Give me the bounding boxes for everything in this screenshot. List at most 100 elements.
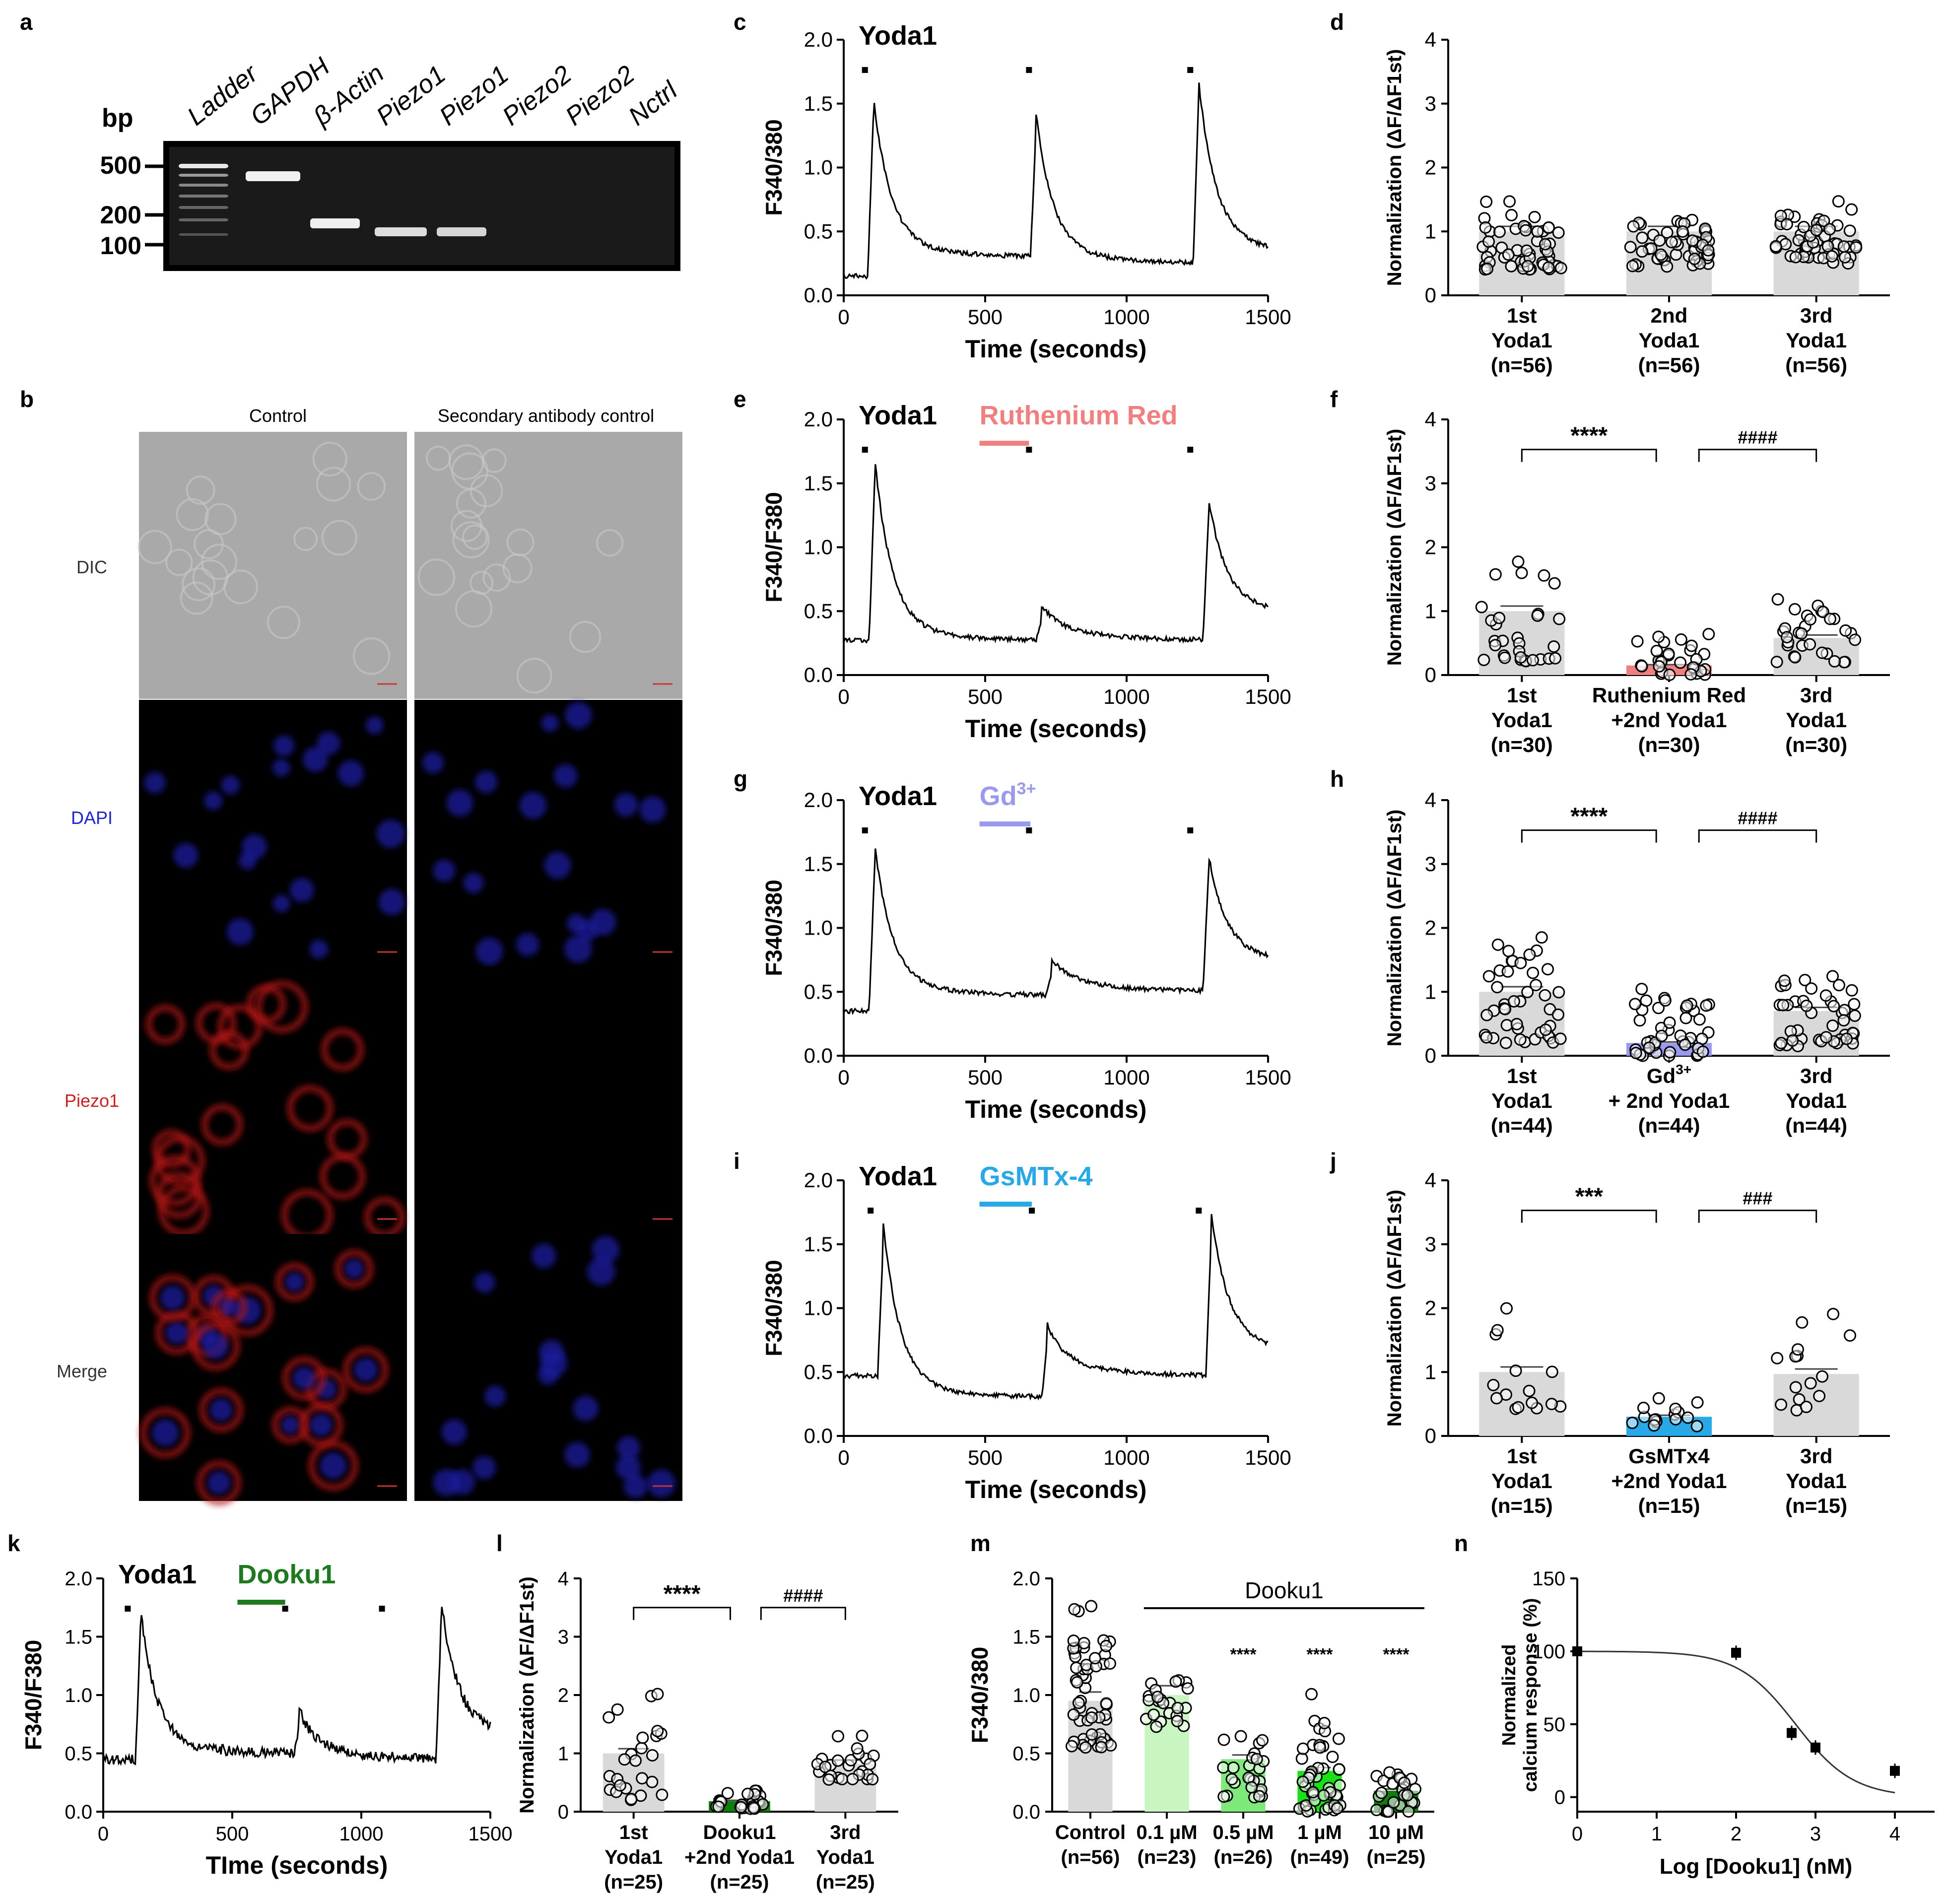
x-tick-label: 0	[1572, 1823, 1583, 1845]
dic-cell	[223, 569, 258, 605]
row-merge: Merge	[57, 1361, 107, 1381]
piezo1-stain	[139, 1407, 191, 1459]
piezo1-stain	[342, 1347, 389, 1393]
dic-cell	[452, 521, 490, 558]
category-label: 3rd	[1800, 1064, 1832, 1088]
dic-cell	[569, 620, 602, 653]
data-point	[1542, 221, 1555, 234]
panel-letter-c: c	[734, 9, 746, 35]
data-point	[1539, 1023, 1552, 1036]
dic-cell	[470, 571, 494, 595]
data-point	[1402, 1805, 1415, 1818]
nucleus	[207, 1471, 231, 1495]
data-point	[856, 1729, 869, 1742]
data-point	[1493, 225, 1506, 238]
piezo1-stain	[191, 1321, 241, 1371]
data-point	[1775, 1036, 1788, 1049]
x-tick-label: 0	[838, 1066, 849, 1089]
nucleus	[566, 913, 587, 934]
y-tick-label: 0.0	[804, 663, 833, 686]
data-point	[1679, 1012, 1692, 1024]
category-label: 1st	[1507, 304, 1537, 327]
data-point	[1648, 1419, 1661, 1432]
nucleus	[209, 1398, 233, 1422]
dic-cell	[201, 544, 238, 580]
data-point	[1480, 195, 1493, 208]
data-point	[831, 1754, 844, 1767]
category-label: Ruthenium Red	[1592, 683, 1746, 707]
y-tick-label: 2.0	[804, 1168, 833, 1192]
panel-letter-h: h	[1330, 766, 1344, 792]
panel-letter-a: a	[20, 9, 33, 35]
piezo1-stain	[196, 1460, 242, 1506]
chart-title: Yoda1	[859, 401, 937, 430]
data-point	[1774, 209, 1787, 222]
y-tick-label: 0	[1554, 1787, 1565, 1809]
y-tick-label: 1.0	[1012, 1685, 1040, 1706]
nucleus	[639, 796, 666, 823]
significance-label: ****	[1570, 423, 1608, 449]
gel-band-1	[179, 174, 228, 177]
data-point	[1539, 989, 1551, 1002]
data-point	[1498, 651, 1511, 664]
panel-letter-f: f	[1330, 386, 1338, 412]
microscopy-tile	[139, 967, 407, 1234]
nucleus	[292, 1366, 316, 1390]
data-point	[1629, 1046, 1642, 1059]
data-point	[832, 1730, 845, 1743]
piezo1-stain	[334, 1249, 374, 1289]
y-tick-label: 1.5	[804, 1232, 833, 1256]
nucleus	[433, 1469, 461, 1496]
nucleus	[623, 1474, 648, 1498]
data-point	[1674, 656, 1687, 669]
data-point	[1253, 1790, 1266, 1803]
y-tick-label: 2	[1425, 1296, 1436, 1320]
dic-cell	[316, 467, 351, 502]
significance-label: ****	[1570, 804, 1608, 830]
chart-title: Yoda1	[859, 21, 937, 51]
data-point	[1837, 240, 1850, 253]
category-label: GsMTx4	[1628, 1444, 1710, 1468]
data-point	[1500, 1302, 1513, 1315]
nucleus	[541, 714, 559, 732]
data-point	[1071, 1676, 1083, 1689]
category-label: 1 µM	[1297, 1822, 1342, 1843]
piezo1-stain	[158, 1185, 210, 1237]
x-tick-label: 500	[968, 1446, 1003, 1469]
data-point	[1654, 248, 1667, 261]
y-tick-label: 4	[1425, 408, 1436, 431]
category-label: Yoda1	[1639, 329, 1700, 352]
data-point	[1696, 1045, 1709, 1058]
chart-i: 0.0 0.5 1.0 1.5 2.0 0 500 1000 1500 Time (seconds…	[761, 1161, 1291, 1503]
y-axis-label: Normalization (ΔF/ΔF1st)	[1384, 810, 1406, 1047]
data-point	[1848, 998, 1861, 1011]
dic-cell	[204, 503, 237, 536]
data-point	[1317, 1789, 1330, 1802]
yoda1-application-mark	[862, 67, 868, 73]
x-axis-label: Log [Dooku1] (nM)	[1660, 1854, 1853, 1879]
data-point	[1100, 1697, 1113, 1710]
row-dapi: DAPI	[71, 808, 113, 828]
yoda1-application-mark	[1029, 1208, 1035, 1214]
category-label: Gd3+	[1647, 1062, 1691, 1088]
x-tick-label: 0	[838, 685, 849, 708]
x-tick-label: 500	[968, 685, 1003, 708]
x-tick-label: 1500	[1245, 305, 1291, 329]
x-axis-label: Time (seconds)	[965, 335, 1147, 363]
data-point	[1514, 1033, 1527, 1046]
data-point	[1531, 609, 1544, 622]
panel-letter-k: k	[7, 1530, 20, 1556]
nucleus	[446, 789, 473, 816]
gel-band-8	[310, 218, 360, 228]
category-label: (n=23)	[1138, 1846, 1197, 1868]
x-tick-label: 1500	[469, 1823, 513, 1845]
ladder-mark-100: 100	[100, 232, 141, 260]
category-label: (n=56)	[1491, 353, 1553, 377]
data-point	[1500, 1019, 1513, 1031]
column-control: Control	[249, 406, 307, 426]
data-point	[1789, 651, 1802, 664]
x-tick-label: 1500	[1245, 685, 1291, 708]
data-point	[1795, 627, 1808, 640]
data-point	[1503, 195, 1516, 208]
nucleus	[378, 888, 405, 915]
